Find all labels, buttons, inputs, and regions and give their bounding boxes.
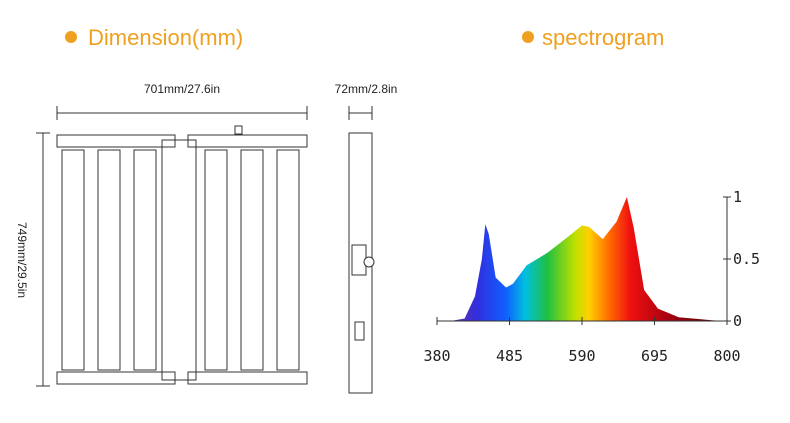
width-label: 701mm/27.6in — [144, 82, 220, 96]
height-label: 749mm/29.5in — [15, 222, 29, 298]
spectrum-area — [450, 197, 727, 321]
x-tick-label: 695 — [641, 347, 668, 365]
y-tick-label: 0 — [733, 312, 742, 330]
x-tick-label: 590 — [568, 347, 595, 365]
depth-label: 72mm/2.8in — [335, 82, 398, 96]
x-tick-label: 485 — [496, 347, 523, 365]
bullet — [65, 31, 77, 43]
y-tick-label: 0.5 — [733, 250, 760, 268]
x-tick-label: 380 — [423, 347, 450, 365]
bullet — [522, 31, 534, 43]
section-title: spectrogram — [542, 25, 664, 50]
dimension-drawing — [36, 106, 375, 394]
section-title: Dimension(mm) — [88, 25, 243, 50]
x-tick-label: 800 — [713, 347, 740, 365]
y-tick-label: 1 — [733, 188, 742, 206]
